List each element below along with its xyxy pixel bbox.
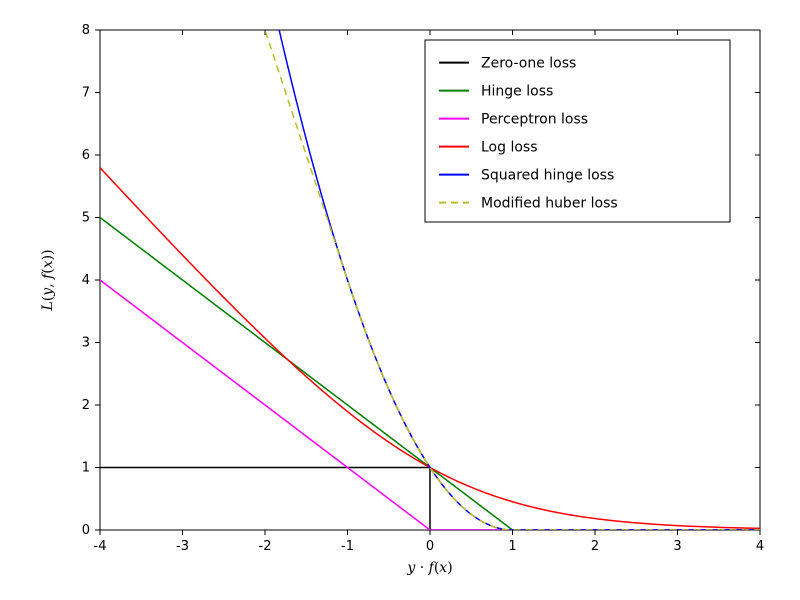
y-tick-label: 0 xyxy=(82,523,90,538)
chart-container: -4 -3 -2 -1 0 1 2 3 4 0 1 2 3 4 5 6 7 8 y · f(x) L(y, f(x))… xyxy=(0,0,800,600)
y-tick-label: 2 xyxy=(82,398,90,413)
y-tick-label: 6 xyxy=(82,148,90,163)
x-tick-label: -4 xyxy=(94,539,107,554)
x-tick-label: 3 xyxy=(673,539,681,554)
legend-label-zero_one: Zero-one loss xyxy=(481,56,576,72)
x-tick-label: 0 xyxy=(426,539,434,554)
legend-label-perceptron: Perceptron loss xyxy=(481,112,588,128)
x-tick-label: -2 xyxy=(259,539,272,554)
curve-zero_one xyxy=(100,468,760,531)
y-axis-label: L(y, f(x)) xyxy=(40,249,56,311)
x-tick-label: -1 xyxy=(341,539,354,554)
legend-label-modified_huber: Modified huber loss xyxy=(481,196,618,212)
y-tick-label: 3 xyxy=(82,336,90,351)
legend-label-hinge: Hinge loss xyxy=(481,84,553,100)
y-tick-label: 5 xyxy=(82,211,90,226)
x-tick-label: 1 xyxy=(508,539,516,554)
y-tick-label: 1 xyxy=(82,461,90,476)
y-tick-label: 4 xyxy=(82,273,90,288)
legend-label-log: Log loss xyxy=(481,140,538,156)
x-tick-label: 4 xyxy=(756,539,764,554)
y-tick-label: 7 xyxy=(82,86,90,101)
legend-label-squared_hinge: Squared hinge loss xyxy=(481,168,614,184)
y-tick-label: 8 xyxy=(82,23,90,38)
x-axis-label: y · f(x) xyxy=(406,560,452,576)
loss-functions-chart: -4 -3 -2 -1 0 1 2 3 4 0 1 2 3 4 5 6 7 8 y · f(x) L(y, f(x))… xyxy=(0,0,800,600)
x-tick-label: -3 xyxy=(176,539,189,554)
legend: Zero-one loss Hinge loss Perceptron loss Lo… xyxy=(425,40,730,222)
x-tick-label: 2 xyxy=(591,539,599,554)
